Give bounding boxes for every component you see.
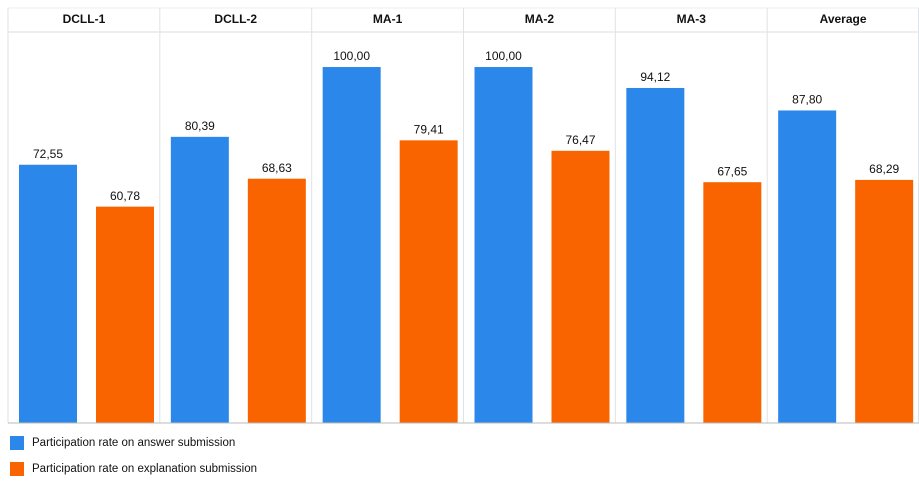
bar xyxy=(170,136,229,423)
data-label: 94,12 xyxy=(640,70,670,84)
bar xyxy=(551,150,610,423)
bar xyxy=(703,182,762,423)
data-label: 68,63 xyxy=(262,161,292,175)
bar xyxy=(96,206,154,423)
data-label: 80,39 xyxy=(185,119,215,133)
data-label: 76,47 xyxy=(565,133,595,147)
legend-swatch xyxy=(10,436,24,450)
data-label: 72,55 xyxy=(33,147,63,161)
column-header: Average xyxy=(820,12,867,26)
data-label: 100,00 xyxy=(485,49,522,63)
data-label: 100,00 xyxy=(333,49,370,63)
bar xyxy=(399,140,458,424)
column-header: MA-3 xyxy=(677,12,707,26)
data-label: 79,41 xyxy=(414,123,444,137)
bar xyxy=(474,67,533,424)
data-label: 68,29 xyxy=(869,162,899,176)
legend-swatch xyxy=(10,462,24,476)
bar xyxy=(247,178,306,423)
bar xyxy=(626,87,685,423)
column-header: MA-1 xyxy=(373,12,403,26)
column-header: MA-2 xyxy=(525,12,555,26)
bar xyxy=(19,164,77,423)
bar xyxy=(322,67,381,424)
data-label: 67,65 xyxy=(717,164,747,178)
legend-label: Participation rate on explanation submis… xyxy=(32,463,257,475)
column-header: DCLL-1 xyxy=(63,12,106,26)
data-label: 60,78 xyxy=(110,189,140,203)
column-header: DCLL-2 xyxy=(214,12,257,26)
bar xyxy=(778,110,837,423)
data-label: 87,80 xyxy=(792,93,822,107)
bar xyxy=(855,179,914,423)
legend-label: Participation rate on answer submission xyxy=(32,437,235,449)
